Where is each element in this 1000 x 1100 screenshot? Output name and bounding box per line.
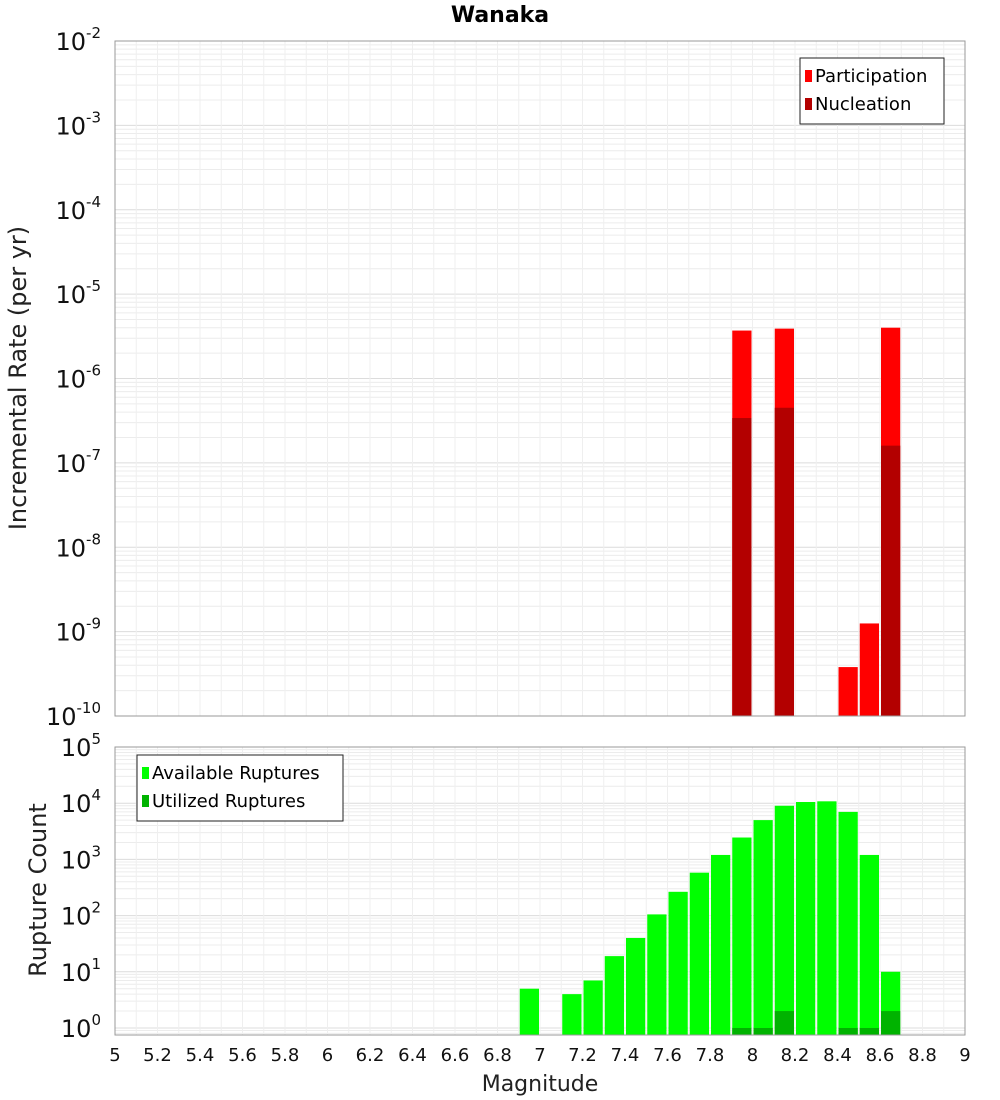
top-bar-nucleation [881,445,901,716]
top-legend-label: Participation [815,66,927,87]
x-tick-label: 8.8 [908,1045,937,1066]
bottom-y-tick-label: 101 [61,955,101,987]
bottom-bar-available-ruptures [668,891,688,1035]
bottom-y-tick-label: 100 [61,1011,101,1043]
top-plot-bars [732,327,901,716]
bottom-legend-swatch [142,795,149,807]
x-axis-label: Magnitude [482,1072,599,1097]
x-tick-label: 7.8 [696,1045,725,1066]
top-legend-label: Nucleation [815,94,911,115]
bottom-plot-y-ticks: 100 101 102 103 104 105 [61,730,101,1043]
top-y-tick-label: 10-5 [55,277,101,309]
bottom-bar-available-ruptures [689,872,709,1035]
top-y-tick-label: 10-9 [55,615,101,647]
bottom-bar-available-ruptures [711,854,731,1035]
bottom-bar-available-ruptures [774,805,794,1035]
x-tick-label: 9 [959,1045,970,1066]
chart-title: Wanaka [451,3,549,28]
bottom-bar-utilized-ruptures [838,1027,858,1035]
top-bar-participation [859,623,879,716]
top-plot-grid [114,40,966,717]
bottom-bar-available-ruptures [817,801,837,1035]
bottom-bar-utilized-ruptures [753,1027,773,1035]
top-legend-box [799,57,945,125]
x-tick-label: 6.4 [398,1045,427,1066]
bottom-y-tick-label: 103 [61,842,101,874]
top-y-tick-label: 10-10 [46,699,101,731]
x-tick-label: 7.2 [568,1045,597,1066]
bottom-plot-y-axis-label: Rupture Count [24,803,52,977]
x-tick-label: 5 [109,1045,120,1066]
bottom-plot-legend: Available Ruptures Utilized Ruptures [136,754,344,822]
x-tick-label: 6 [322,1045,333,1066]
bottom-bar-available-ruptures [604,956,624,1035]
top-y-tick-label: 10-4 [55,193,101,225]
x-tick-label: 8.6 [866,1045,895,1066]
bottom-bar-available-ruptures [859,854,879,1035]
bottom-plot-frame [114,746,966,1036]
bottom-bar-available-ruptures [753,820,773,1035]
top-plot-y-ticks: 10-10 10-9 10-8 10-7 10-6 10-5 10-4 10-3 10-2 [46,24,101,731]
x-tick-label: 5.2 [143,1045,172,1066]
top-bar-nucleation [774,407,794,716]
bottom-plot-bars [519,801,901,1035]
bottom-bar-available-ruptures [626,937,646,1035]
top-bar-participation [838,667,858,716]
top-plot-y-axis-label: Incremental Rate (per yr) [4,226,32,530]
bottom-bar-available-ruptures [583,980,603,1035]
bottom-legend-label: Utilized Ruptures [152,791,305,812]
x-tick-label: 6.8 [483,1045,512,1066]
top-legend-swatch [805,70,812,82]
top-y-tick-label: 10-2 [55,24,101,56]
x-tick-label: 5.6 [228,1045,257,1066]
x-tick-label: 6.6 [441,1045,470,1066]
bottom-bar-utilized-ruptures [732,1027,752,1035]
top-bar-nucleation [732,418,752,716]
x-tick-label: 7.4 [611,1045,640,1066]
top-y-tick-label: 10-7 [55,446,101,478]
bottom-legend-box [136,754,344,822]
bottom-bar-utilized-ruptures [881,1011,901,1035]
bottom-legend-label: Available Ruptures [152,763,320,784]
x-tick-label: 5.8 [271,1045,300,1066]
x-tick-label: 8.4 [823,1045,852,1066]
top-y-tick-label: 10-3 [55,108,101,140]
x-tick-label: 8.2 [781,1045,810,1066]
bottom-bar-available-ruptures [838,811,858,1035]
bottom-bar-available-ruptures [732,837,752,1035]
top-plot-frame [114,40,966,717]
x-tick-label: 6.2 [356,1045,385,1066]
x-tick-label: 7.6 [653,1045,682,1066]
bottom-bar-available-ruptures [796,802,816,1035]
bottom-y-tick-label: 102 [61,899,101,931]
top-y-tick-label: 10-6 [55,362,101,394]
top-y-tick-label: 10-8 [55,530,101,562]
x-tick-label: 7 [534,1045,545,1066]
x-tick-label: 5.4 [186,1045,215,1066]
bottom-legend-swatch [142,767,149,779]
bottom-bar-available-ruptures [519,988,539,1035]
bottom-bar-available-ruptures [647,914,667,1035]
x-axis-ticks: 5 5.2 5.4 5.6 5.8 6 6.2 6.4 6.6 6.8 7 7.2 7.4 7.6 7.8 8… [109,1045,970,1066]
bottom-y-tick-label: 104 [61,786,101,818]
bottom-bar-utilized-ruptures [774,1011,794,1035]
bottom-bar-utilized-ruptures [859,1027,879,1035]
bottom-bar-available-ruptures [562,994,582,1035]
top-legend-swatch [805,98,812,110]
bottom-y-tick-label: 105 [61,730,101,762]
x-tick-label: 8 [747,1045,758,1066]
top-plot-legend: Participation Nucleation [799,57,945,125]
